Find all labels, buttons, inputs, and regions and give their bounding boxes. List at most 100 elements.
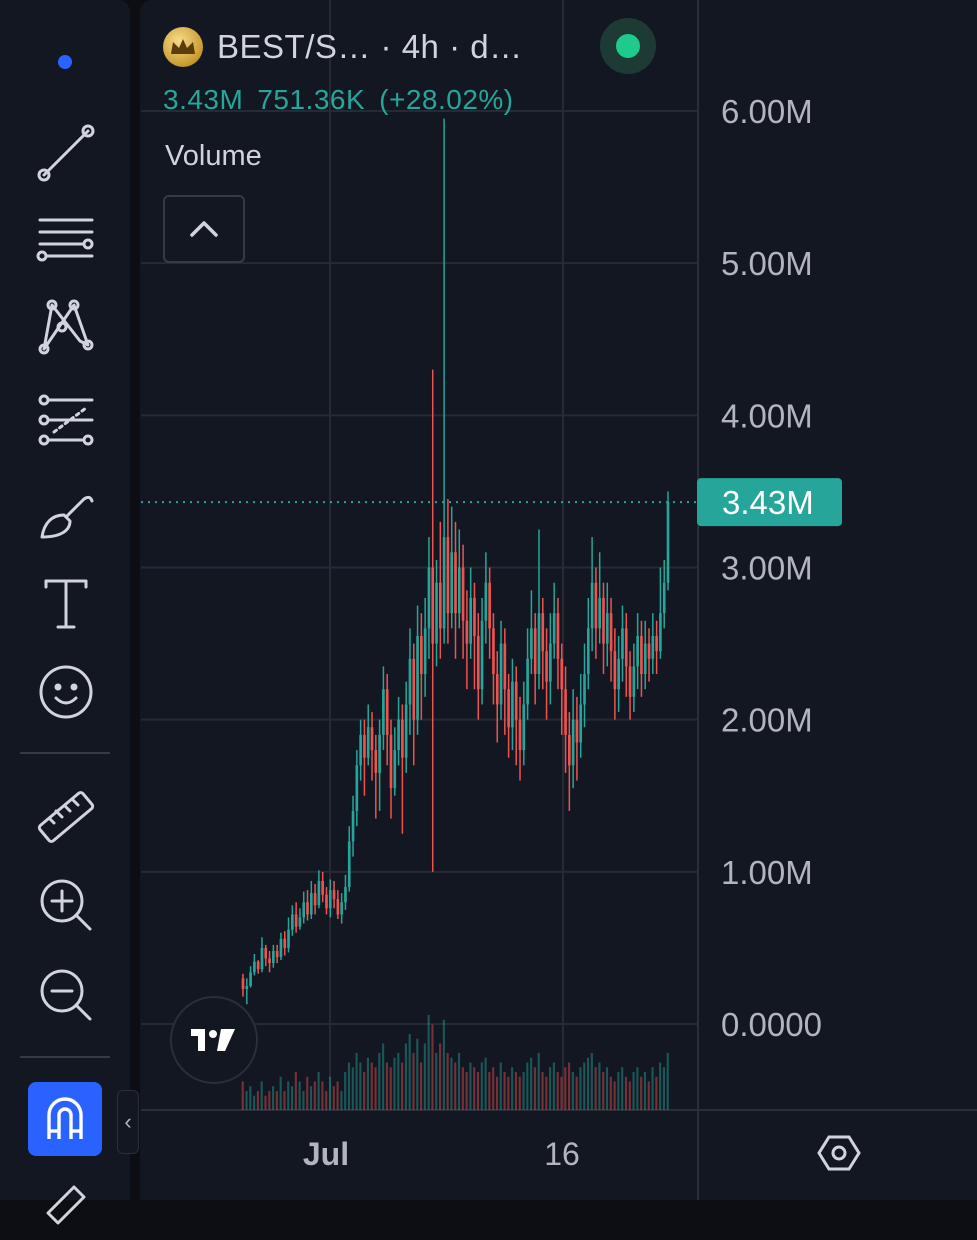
candle-body (454, 552, 457, 614)
candle-body (241, 978, 245, 990)
candle-body (256, 961, 260, 970)
brush-icon[interactable] (26, 480, 106, 550)
volume-bar (302, 1091, 305, 1110)
volume-bar (613, 1081, 616, 1110)
volume-bar (609, 1076, 612, 1110)
candle-body (533, 628, 537, 675)
ruler-icon[interactable] (26, 782, 106, 852)
candle-body (260, 947, 264, 970)
volume-bar (412, 1053, 415, 1110)
volume-bar (511, 1067, 514, 1110)
candle-body (325, 894, 328, 909)
volume-bar (336, 1081, 339, 1110)
candle-body (662, 582, 666, 614)
candle-body (298, 917, 302, 927)
tradingview-logo[interactable] (170, 996, 258, 1084)
volume-bar (382, 1043, 385, 1110)
volume-bar (473, 1067, 476, 1110)
volume-bar (552, 1062, 555, 1110)
market-status-indicator[interactable] (600, 18, 656, 74)
candle-body (522, 704, 526, 751)
candle-body (602, 597, 605, 644)
volume-bar (492, 1067, 495, 1110)
trend-line-icon[interactable] (26, 118, 106, 188)
candle-body (473, 597, 476, 636)
candle-body (294, 914, 298, 927)
volume-bar (590, 1053, 593, 1110)
volume-bar (344, 1072, 347, 1110)
volume-bar (378, 1053, 381, 1110)
candle-body (594, 582, 598, 629)
volume-bar (533, 1067, 536, 1110)
volume-bar (309, 1086, 313, 1110)
volume-bar (454, 1062, 457, 1110)
volume-bar (659, 1062, 662, 1110)
zoom-out-icon[interactable] (26, 960, 106, 1030)
volume-bar (313, 1081, 316, 1110)
candle-body (431, 567, 435, 644)
candle-body (492, 628, 495, 675)
volume-bar (249, 1086, 252, 1110)
candle-body (632, 666, 636, 697)
candle-body (590, 582, 594, 629)
volume-bar (530, 1057, 533, 1110)
study-label: Volume (165, 140, 262, 172)
candle-body (609, 613, 613, 652)
zoom-in-icon[interactable] (26, 870, 106, 940)
candle-body (253, 961, 256, 973)
candle-body (438, 582, 442, 629)
candle-body (416, 635, 419, 720)
candle-body (643, 643, 647, 675)
candle-body (245, 985, 249, 990)
volume-bar (556, 1072, 559, 1110)
candle-body (351, 810, 355, 842)
last-price-label: 3.43M (722, 484, 814, 521)
candle-body (446, 537, 450, 614)
toolbar-collapse-button[interactable]: ‹ (117, 1090, 139, 1154)
volume-bar (651, 1067, 654, 1110)
price-axis-label: 6.00M (721, 93, 813, 130)
candle-body (340, 902, 343, 915)
chart-header[interactable]: BEST/S… · 4h · d… (163, 22, 523, 72)
emoji-icon[interactable] (26, 657, 106, 727)
forecast-icon[interactable] (26, 385, 106, 455)
volume-bar (503, 1072, 506, 1110)
volume-bar (514, 1072, 518, 1110)
candle-body (545, 651, 548, 682)
volume-bar (393, 1057, 396, 1110)
candle-body (450, 552, 454, 614)
study-collapse-button[interactable] (163, 195, 245, 263)
symbol-title[interactable]: BEST/S… · 4h · d… (217, 28, 523, 65)
volume-bar (272, 1086, 275, 1110)
candle-body (385, 689, 389, 735)
text-icon[interactable] (26, 568, 106, 638)
candle-body (370, 727, 374, 751)
volume-bar (298, 1081, 301, 1110)
candle-body (659, 613, 662, 652)
candle-body (404, 704, 408, 758)
pattern-icon[interactable] (26, 292, 106, 362)
settings-icon[interactable] (812, 1126, 866, 1180)
candle-body (355, 765, 359, 811)
fib-retracement-icon[interactable] (26, 205, 106, 275)
magnet-icon[interactable] (28, 1082, 102, 1156)
candle-body (389, 734, 393, 789)
volume-bar (571, 1072, 574, 1110)
volume-bar (621, 1067, 624, 1110)
volume-bar (598, 1062, 601, 1110)
volume-bar (260, 1081, 263, 1110)
price-axis-label: 1.00M (721, 854, 813, 891)
candle-body (583, 674, 586, 705)
candle-body (442, 537, 446, 629)
volume-bar (476, 1072, 480, 1110)
candle-body (613, 651, 617, 690)
candle-body (328, 890, 332, 909)
candle-body (461, 567, 465, 621)
candle-body (503, 643, 507, 690)
price-chart[interactable]: 6.00M 5.00M 4.00M 3.00M 2.00M 1.00M 0.0000 Jul 1… (0, 0, 977, 1200)
candle-body (313, 893, 317, 906)
volume-bar (465, 1072, 468, 1110)
candle-body (511, 681, 514, 728)
candle-body (283, 938, 287, 948)
candle-body (272, 950, 275, 964)
